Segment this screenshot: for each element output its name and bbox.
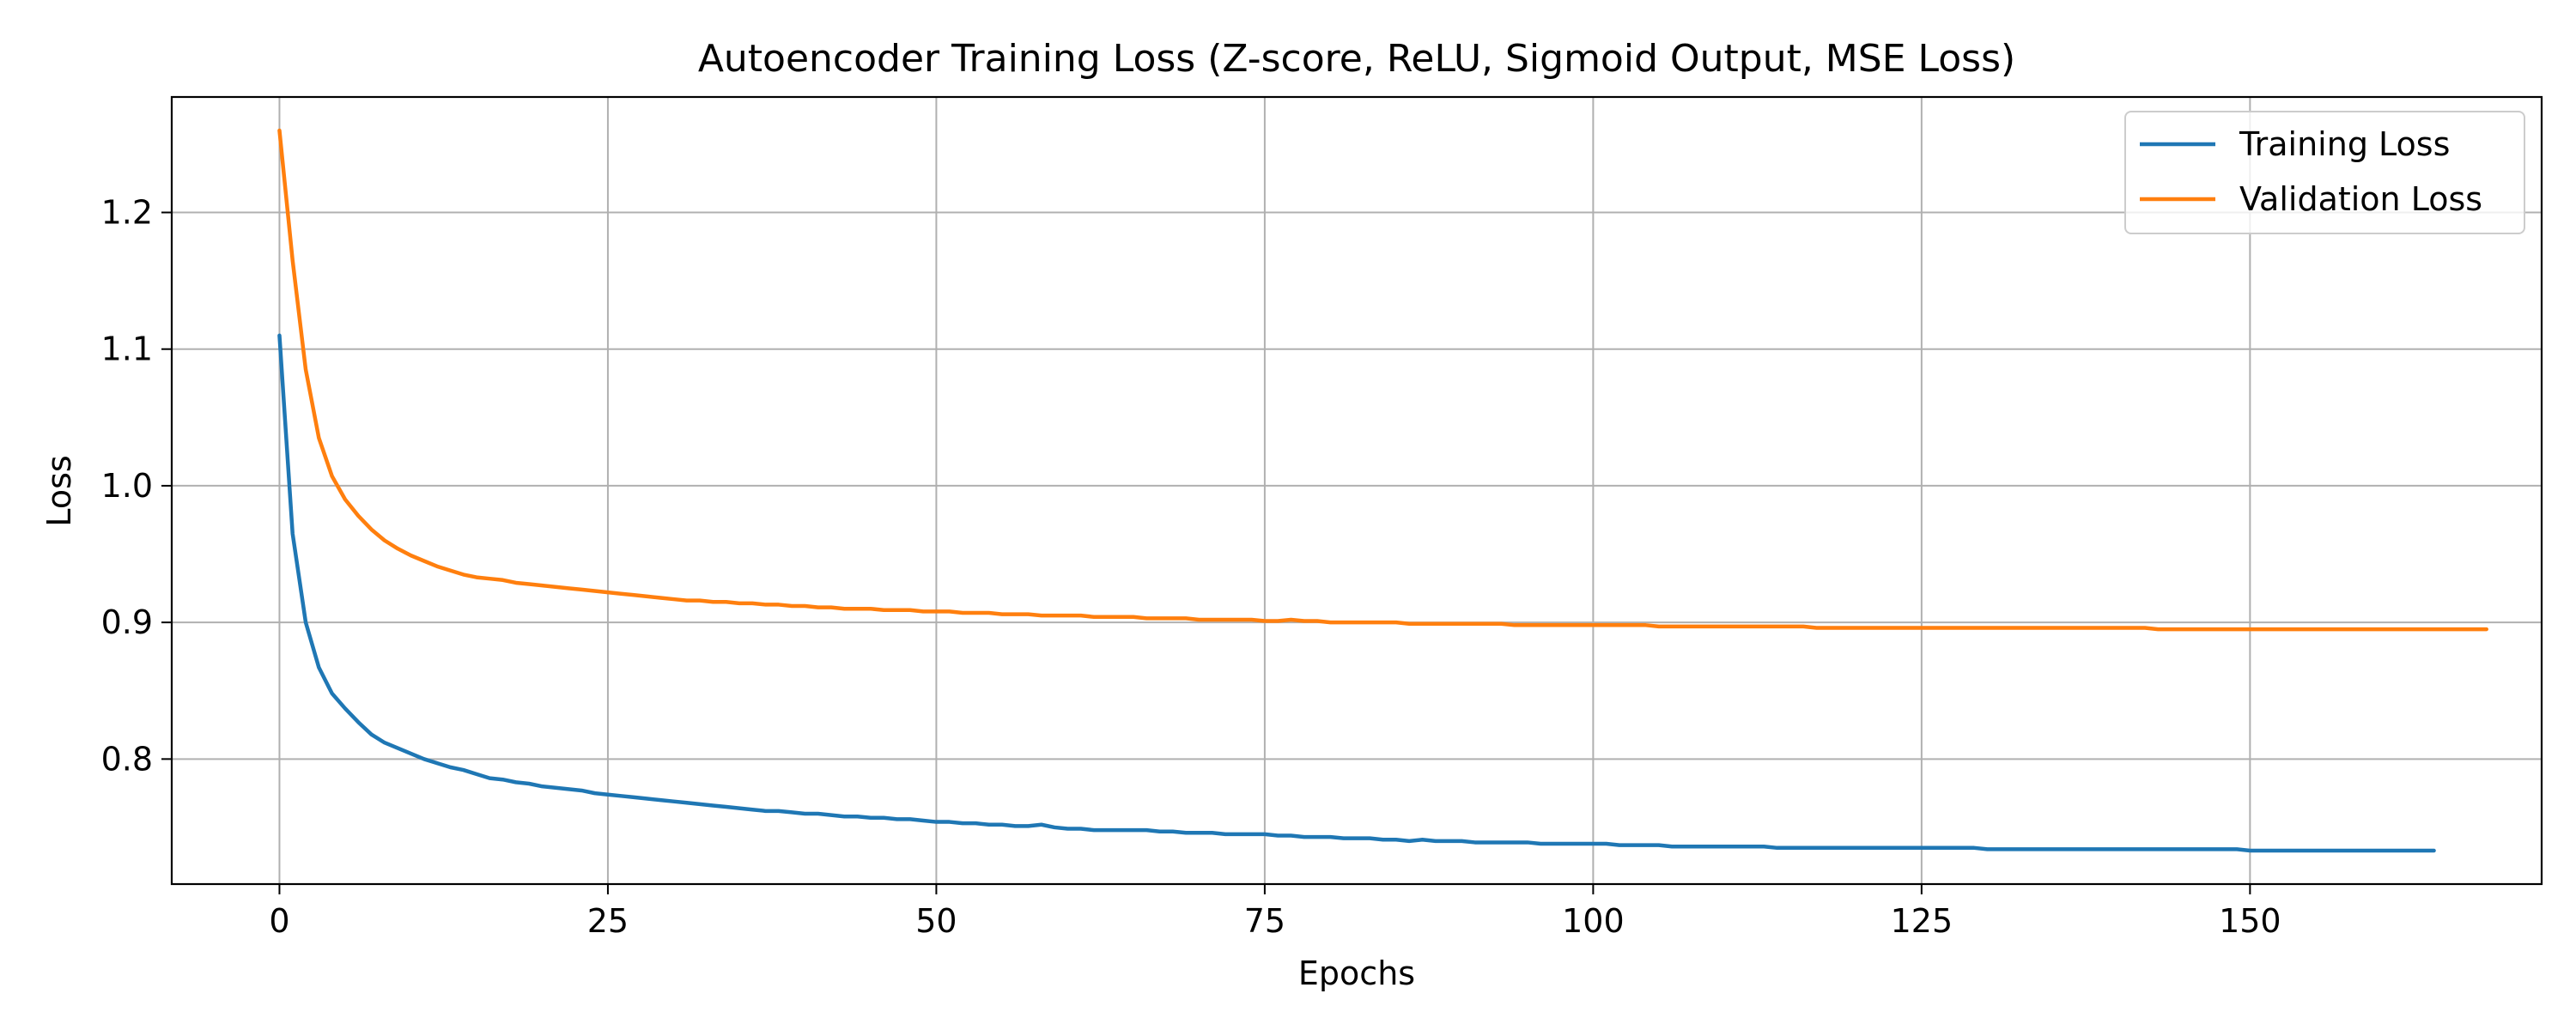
y-tick-label: 1.0 <box>101 467 153 505</box>
x-tick-label: 0 <box>269 902 289 940</box>
y-tick-label: 0.9 <box>101 603 153 641</box>
x-tick-label: 125 <box>1891 902 1953 940</box>
plot-frame <box>170 95 2543 886</box>
series-line-validation-loss <box>277 128 2488 632</box>
y-tick-label: 1.1 <box>101 330 153 368</box>
axis-ticks: 0 25 50 75 100 125 150 0.8 0.9 1.0 1.1 1.2 <box>101 194 2281 940</box>
y-tick-label: 0.8 <box>101 740 153 778</box>
x-axis-label: Epochs <box>1298 954 1415 992</box>
legend-box <box>2124 111 2525 234</box>
x-tick-label: 100 <box>1562 902 1625 940</box>
x-tick-label: 150 <box>2219 902 2281 940</box>
series-lines <box>277 128 2488 853</box>
y-tick-label: 1.2 <box>101 194 153 232</box>
chart-title: Autoencoder Training Loss (Z-score, ReLU… <box>698 37 2015 81</box>
x-tick-label: 25 <box>587 902 629 940</box>
legend-label-validation-loss: Validation Loss <box>2239 180 2482 218</box>
legend: Training Loss Validation Loss <box>2124 111 2525 234</box>
legend-label-training-loss: Training Loss <box>2239 125 2450 163</box>
y-axis-label: Loss <box>40 455 78 526</box>
series-line-training-loss <box>277 333 2436 853</box>
x-tick-label: 75 <box>1244 902 1285 940</box>
x-tick-label: 50 <box>915 902 957 940</box>
